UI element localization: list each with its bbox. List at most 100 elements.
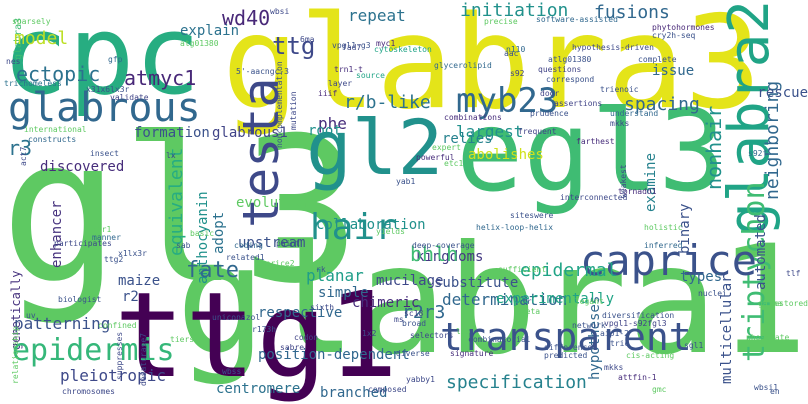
- word: desaturase7: [139, 333, 148, 386]
- word: planar: [306, 266, 364, 285]
- word: r3: [8, 136, 33, 160]
- word: attfin-1: [618, 373, 657, 382]
- word: initiation: [460, 0, 569, 21]
- word: ttg2: [104, 255, 124, 264]
- word: phytohormones: [652, 23, 715, 32]
- word: precise: [484, 17, 518, 26]
- word: myb23: [456, 81, 559, 121]
- word: hypothesis-driven: [572, 43, 654, 52]
- word: glabrous1: [212, 125, 288, 141]
- word: weakest: [619, 164, 628, 198]
- word: combinations: [444, 113, 502, 122]
- word: cpc: [2, 0, 201, 119]
- word: azeta: [516, 307, 541, 316]
- word: s92f: [748, 149, 768, 158]
- word: bhlh: [410, 242, 459, 266]
- word: r173h: [252, 325, 277, 334]
- word: atg01380: [180, 39, 219, 48]
- word: aac: [504, 49, 519, 58]
- word: combinatorial: [468, 335, 531, 344]
- word: sparsely: [12, 17, 51, 26]
- word: pleiotropic: [60, 366, 166, 385]
- word: iiif: [318, 89, 338, 98]
- word: rbr1: [92, 225, 112, 234]
- word: hair: [310, 207, 397, 248]
- word: noncomplementation: [275, 61, 284, 148]
- word: tr: [522, 297, 532, 306]
- word: enhancer: [49, 200, 65, 268]
- word: ttg1: [114, 266, 399, 404]
- word: uv: [26, 311, 36, 320]
- word: vpgl1-g3: [332, 41, 371, 50]
- word: upstream: [238, 235, 306, 251]
- word: nonhair: [702, 105, 726, 190]
- word: composed: [368, 385, 407, 394]
- word: fad7: [342, 43, 362, 52]
- word: gl3: [0, 95, 362, 328]
- word: equivalent: [166, 147, 187, 256]
- word: mutation: [289, 91, 298, 130]
- word: determination: [442, 290, 568, 309]
- word: myc1: [376, 39, 396, 48]
- word: rk: [316, 265, 326, 274]
- word: correspond: [546, 75, 595, 84]
- word: ms: [394, 315, 404, 324]
- word: cytoskeleton: [374, 45, 432, 54]
- word: branched: [320, 385, 388, 401]
- word: ttg: [272, 32, 316, 60]
- word: international: [24, 125, 87, 134]
- word: respective: [258, 305, 343, 321]
- word: confined: [98, 321, 137, 330]
- word: gfp: [108, 55, 123, 64]
- word: diversification: [602, 311, 675, 320]
- word: broad: [402, 319, 427, 328]
- word: paint: [276, 239, 301, 248]
- word: types: [680, 269, 723, 285]
- word: siteswere: [510, 211, 554, 220]
- word: interconnected: [560, 193, 628, 202]
- word: sc18: [404, 309, 424, 318]
- word: participates: [54, 239, 112, 248]
- word: gmc: [652, 385, 667, 394]
- word: difference: [544, 343, 593, 352]
- word: signature: [450, 349, 494, 358]
- word: x1lx3r: [118, 249, 147, 258]
- word: phe: [318, 114, 347, 133]
- word: position-dependent: [258, 347, 410, 363]
- word: door: [540, 89, 560, 98]
- word: trn1-t: [334, 65, 363, 74]
- word: elegant: [570, 297, 604, 306]
- word: cis-acting: [626, 351, 675, 360]
- word: s92: [510, 69, 525, 78]
- word: frequent: [518, 127, 557, 136]
- word: transparent: [440, 315, 692, 359]
- word: substitute: [434, 275, 519, 291]
- word: inferred: [644, 241, 683, 250]
- word: patterning: [14, 314, 111, 333]
- word: egl3: [456, 87, 726, 217]
- word: uniconazol: [212, 313, 261, 322]
- word: sgl1: [684, 341, 704, 350]
- word: questions: [538, 65, 582, 74]
- word: evolution: [236, 195, 312, 211]
- word: basic: [190, 229, 215, 238]
- word: centromere: [216, 381, 301, 397]
- word: en: [770, 387, 780, 396]
- word: issue: [652, 63, 695, 79]
- word: abolishes: [468, 147, 544, 163]
- word: trio: [610, 339, 630, 348]
- word: expert: [432, 143, 461, 152]
- word: layer: [328, 79, 353, 88]
- word: atlg01380: [548, 55, 592, 64]
- word: chimeric: [352, 295, 420, 311]
- word: adopt: [211, 211, 227, 254]
- word: assertions: [554, 99, 603, 108]
- word: relies: [442, 131, 493, 147]
- word: caprice2: [256, 259, 295, 268]
- word: tiers: [170, 335, 195, 344]
- word: nuclei: [698, 289, 727, 298]
- word: prudence: [530, 109, 569, 118]
- word: complete: [638, 55, 677, 64]
- word: helix-loop-helix: [476, 223, 554, 232]
- word: wd40: [222, 6, 271, 30]
